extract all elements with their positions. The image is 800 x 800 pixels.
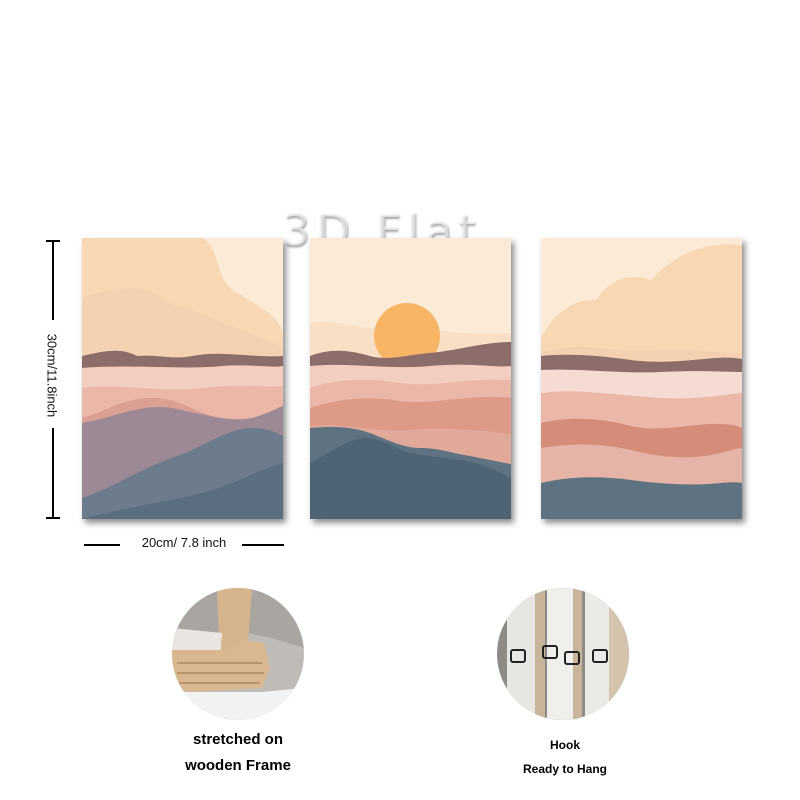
hook-caption-line1: Hook (550, 738, 580, 752)
frame-caption-line2: wooden Frame (185, 757, 291, 774)
hook-detail-image (497, 588, 629, 720)
width-dimension: 20cm/ 7.8 inch (84, 535, 284, 555)
right-panel (541, 238, 742, 519)
frame-caption-line1: stretched on (192, 731, 283, 748)
dimension-line-bottom (52, 428, 54, 518)
left-panel (82, 238, 283, 519)
center-panel (310, 238, 511, 519)
width-label: 20cm/ 7.8 inch (141, 535, 227, 550)
height-label: 30cm/11.8inch (44, 333, 60, 418)
sun-shape (374, 303, 440, 369)
dimension-line-left (84, 544, 120, 546)
hook-caption-line2: Ready to Hang (522, 762, 607, 776)
height-dimension: 30cm/11.8inch (22, 238, 62, 519)
dimension-line-top (52, 240, 54, 320)
dimension-line-right (242, 544, 284, 546)
wooden-frame-detail-image (172, 588, 304, 720)
dimension-cap-bottom (46, 517, 60, 519)
